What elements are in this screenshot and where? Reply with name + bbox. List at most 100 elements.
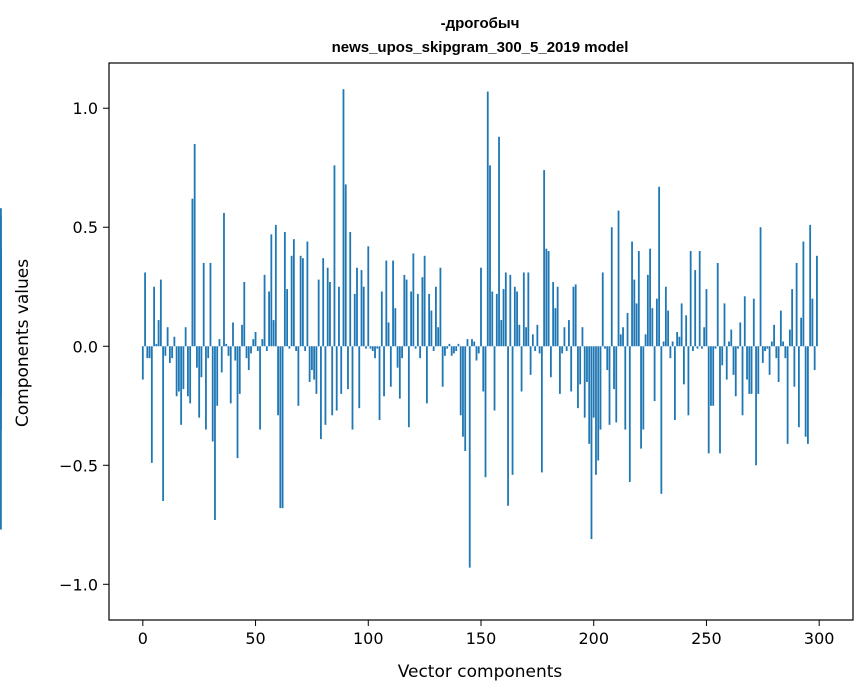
bar-component-70 (299, 255, 302, 347)
bar-component-266 (741, 346, 744, 416)
bar-component-21 (189, 346, 192, 404)
bar-component-141 (459, 346, 462, 416)
bar-component-97 (360, 270, 363, 347)
bar-component-133 (441, 346, 444, 387)
bar-component-160 (502, 289, 505, 347)
x-tick-label: 200 (578, 629, 609, 648)
bar-component-117 (405, 279, 408, 347)
bar-component-207 (608, 346, 611, 425)
bar-component-136 (448, 343, 451, 347)
bar-component-19 (184, 327, 187, 347)
bar-component-86 (335, 346, 338, 411)
bar-component-113 (396, 346, 399, 368)
bar-component-14 (173, 336, 176, 347)
bar-component-89 (342, 89, 345, 347)
bar-component-45 (243, 281, 246, 347)
x-tick-label: 0 (138, 629, 148, 648)
bar-component-289 (793, 346, 796, 387)
bar-component-204 (601, 272, 604, 347)
bar-component-12 (168, 346, 171, 363)
bar-component-80 (322, 258, 325, 347)
bar-component-121 (414, 346, 417, 349)
bar-component-292 (800, 317, 803, 347)
y-tick-label: 0.5 (73, 218, 98, 237)
bar-component-206 (606, 346, 609, 371)
bar-component-143 (464, 346, 467, 451)
bar-component-64 (286, 289, 289, 347)
bar-component-278 (768, 346, 771, 375)
y-axis: −1.0 −0.5 0.0 0.5 1.0 (59, 99, 109, 594)
bar-component-291 (797, 346, 800, 428)
bar-component-72 (304, 346, 307, 352)
bar-component-201 (595, 346, 597, 475)
bar-component-272 (755, 346, 757, 466)
y-axis-label: Components values (13, 259, 33, 427)
bar-component-25 (198, 346, 201, 418)
bar-component-undefined (0, 305, 2, 347)
bar-component-5 (153, 286, 155, 347)
bar-component-99 (365, 346, 367, 349)
bar-component-234 (669, 346, 672, 359)
bar-component-230 (660, 346, 663, 494)
bar-component-17 (180, 346, 183, 425)
bar-component-276 (764, 346, 766, 352)
bar-component-55 (265, 346, 268, 352)
bar-component-228 (655, 298, 658, 347)
bar-component-202 (597, 346, 600, 461)
bar-component-38 (227, 346, 230, 356)
bar-component-36 (223, 212, 225, 347)
bar-component-135 (446, 346, 449, 349)
bar-component-33 (216, 346, 219, 406)
bar-component-295 (807, 346, 809, 444)
bar-component-210 (615, 346, 618, 423)
bar-component-285 (784, 346, 787, 359)
bar-component-76 (313, 346, 316, 380)
bar-component-296 (809, 224, 812, 347)
bar-component-217 (631, 241, 633, 347)
y-tick-label: −1.0 (59, 575, 98, 594)
bar-component-105 (378, 346, 381, 421)
bar-component-39 (229, 346, 232, 404)
bar-component-246 (696, 346, 699, 349)
bar-component-195 (581, 327, 584, 347)
bar-component-182 (552, 281, 555, 347)
bar-component-60 (277, 346, 279, 416)
bar-component-197 (586, 346, 588, 382)
bar-component-142 (462, 346, 464, 437)
bar-component-18 (182, 346, 185, 390)
bar-component-0 (141, 346, 144, 380)
bar-component-74 (308, 346, 311, 382)
bar-component-151 (482, 346, 485, 392)
bar-component-269 (748, 346, 751, 394)
bar-component-265 (739, 322, 742, 347)
bar-component-179 (545, 248, 548, 347)
bar-component-84 (331, 346, 334, 416)
bar-component-240 (683, 346, 685, 385)
bar-component-298 (813, 346, 816, 371)
bar-component-44 (241, 324, 243, 347)
bar-component-150 (480, 267, 482, 347)
bar-component-63 (283, 232, 286, 347)
bar-component-101 (369, 346, 372, 349)
bar-component-147 (473, 341, 476, 347)
bar-component-214 (624, 346, 627, 430)
bar-component-260 (728, 341, 730, 347)
bar-component-131 (437, 327, 440, 347)
bar-component-294 (804, 346, 807, 437)
bar-component-171 (527, 272, 530, 347)
bar-component-23 (193, 143, 196, 347)
bar-component-114 (398, 346, 401, 399)
bar-component-168 (520, 346, 523, 392)
bar-component-227 (653, 346, 656, 402)
bar-component-47 (247, 346, 250, 371)
bar-component-284 (782, 341, 785, 347)
bar-component-85 (333, 165, 336, 347)
bar-component-96 (358, 346, 361, 409)
bar-component-225 (649, 248, 651, 347)
x-axis: 0 50 100 150 200 250 300 (138, 620, 834, 648)
bar-component-15 (175, 346, 178, 397)
bar-component-157 (495, 293, 498, 347)
bar-component-194 (579, 346, 582, 385)
bar-component-218 (633, 279, 636, 347)
bar-component-178 (543, 170, 546, 347)
